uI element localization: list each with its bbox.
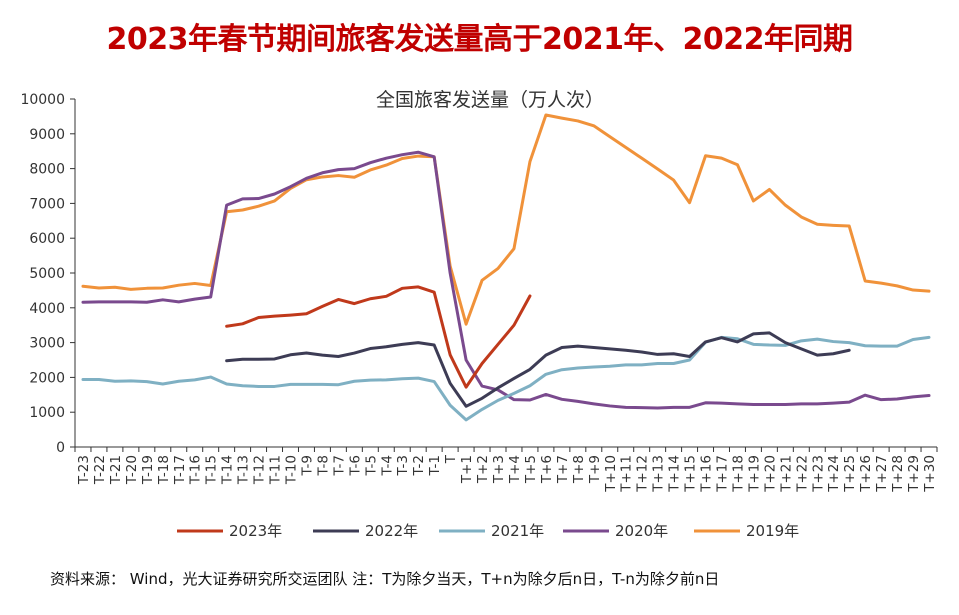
legend-label: 2019年: [746, 522, 799, 540]
x-tick-label: T+4: [507, 455, 523, 484]
x-tick-label: T+1: [459, 455, 475, 484]
x-tick-label: T+6: [539, 455, 555, 484]
source-note: 资料来源： Wind，光大证券研究所交运团队 注：T为除夕当天，T+n为除夕后n…: [50, 570, 720, 588]
x-tick-label: T+17: [715, 455, 731, 493]
x-tick-label: T-23: [76, 455, 92, 485]
x-tick-label: T-5: [363, 455, 379, 476]
x-tick-label: T+5: [523, 455, 539, 484]
y-tick-label: 6000: [29, 231, 65, 247]
series-line-2022年: [225, 331, 851, 408]
x-tick-label: T+15: [683, 455, 699, 493]
x-tick-label: T-10: [284, 455, 300, 485]
x-tick-label: T+10: [603, 455, 619, 493]
y-tick-label: 0: [56, 440, 65, 456]
x-tick-label: T-12: [252, 455, 268, 485]
x-tick-label: T+11: [619, 455, 635, 493]
x-tick-label: T-4: [379, 455, 395, 476]
y-tick-label: 3000: [29, 336, 65, 352]
x-tick-label: T: [443, 454, 459, 464]
series-line-2020年: [81, 150, 931, 410]
x-tick-label: T+18: [730, 455, 746, 493]
x-tick-label: T+24: [826, 455, 842, 493]
legend-label: 2020年: [615, 522, 668, 540]
y-tick-label: 1000: [29, 405, 65, 421]
y-tick-label: 9000: [29, 127, 65, 143]
x-tick-label: T-21: [108, 455, 124, 485]
x-tick-label: T+2: [475, 455, 491, 484]
axes: 0 1000 2000 3000 4000 5000 6000 7000 8000 9000 100…: [20, 92, 938, 493]
y-tick-label: 10000: [20, 92, 65, 108]
y-tick-label: 4000: [29, 301, 65, 317]
x-tick-label: T+30: [922, 455, 938, 493]
y-tick-label: 7000: [29, 196, 65, 212]
x-tick-label: T+21: [778, 455, 794, 493]
x-tick-label: T+7: [555, 455, 571, 484]
x-tick-label: T-11: [268, 455, 284, 485]
x-tick-label: T-14: [220, 455, 236, 485]
x-tick-label: T-20: [124, 455, 140, 485]
y-tick-label: 5000: [29, 266, 65, 282]
legend-label: 2023年: [229, 522, 282, 540]
x-tick-label: T-3: [395, 455, 411, 476]
x-tick-label: T+25: [842, 455, 858, 493]
series-line-2019年: [81, 113, 931, 326]
x-tick-label: T+29: [906, 455, 922, 493]
x-tick-label: T+27: [874, 455, 890, 493]
chart-title: 全国旅客发送量（万人次）: [376, 89, 604, 111]
x-tick-label: T-6: [347, 455, 363, 476]
legend-label: 2022年: [365, 522, 418, 540]
x-tick-label: T+13: [651, 455, 667, 493]
x-tick-label: T-15: [204, 455, 220, 485]
x-tick-label: T+3: [491, 455, 507, 484]
series-layer: [81, 113, 931, 422]
x-tick-label: T-19: [140, 455, 156, 485]
x-tick-label: T-8: [315, 455, 331, 476]
x-tick-label: T+16: [699, 455, 715, 493]
x-tick-label: T-18: [156, 455, 172, 485]
x-tick-label: T+28: [890, 455, 906, 493]
x-tick-label: T-13: [236, 455, 252, 485]
series-line-2023年: [225, 285, 532, 389]
x-tick-label: T-7: [331, 455, 347, 476]
x-tick-label: T-17: [172, 455, 188, 485]
x-tick-label: T+20: [762, 455, 778, 493]
x-tick-label: T+8: [571, 455, 587, 484]
headline: 2023年春节期间旅客发送量高于2021年、2022年同期: [106, 22, 854, 57]
x-tick-label: T-9: [299, 455, 315, 476]
legend: 2023年 2022年 2021年 2020年 2019年: [177, 522, 799, 540]
x-tick-label: T-2: [411, 455, 427, 476]
x-tick-label: T+19: [746, 455, 762, 493]
x-tick-label: T+22: [794, 455, 810, 493]
x-tick-label: T+26: [858, 455, 874, 493]
x-tick-label: T+9: [587, 455, 603, 484]
y-tick-label: 2000: [29, 370, 65, 386]
legend-label: 2021年: [491, 522, 544, 540]
x-tick-label: T-22: [92, 455, 108, 485]
x-tick-label: T-16: [188, 455, 204, 485]
x-tick-label: T+12: [635, 455, 651, 493]
x-tick-label: T-1: [427, 455, 443, 476]
x-tick-label: T+14: [667, 455, 683, 493]
y-tick-label: 8000: [29, 162, 65, 178]
x-tick-label: T+23: [810, 455, 826, 493]
